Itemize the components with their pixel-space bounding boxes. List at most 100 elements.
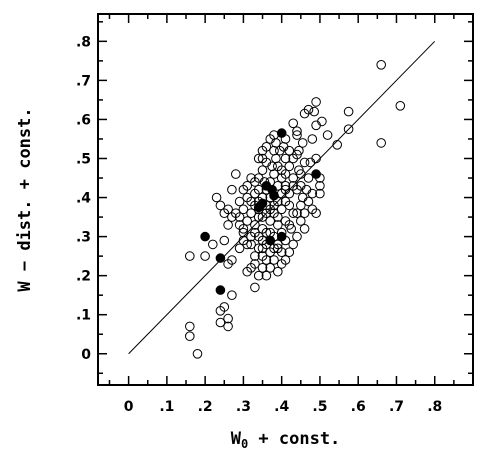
open-point bbox=[185, 251, 195, 261]
open-point bbox=[280, 153, 291, 164]
open-point bbox=[343, 124, 354, 134]
open-point bbox=[292, 149, 302, 160]
y-axis-ticks: 0 .1 .2 .3 .4 .5 .6 .7 .8 bbox=[76, 21, 473, 375]
open-point bbox=[253, 153, 264, 164]
open-point bbox=[250, 251, 260, 261]
open-point bbox=[192, 349, 203, 359]
open-point bbox=[292, 126, 302, 136]
filled-point bbox=[253, 202, 264, 213]
filled-point bbox=[276, 128, 287, 138]
y-tick-label: .7 bbox=[76, 73, 91, 89]
open-point bbox=[307, 204, 318, 215]
open-point bbox=[211, 192, 222, 203]
y-tick-label: .8 bbox=[76, 34, 91, 50]
open-point bbox=[219, 208, 230, 218]
open-point bbox=[208, 239, 218, 250]
open-point bbox=[250, 282, 260, 293]
open-point bbox=[284, 247, 295, 257]
open-point bbox=[299, 108, 310, 119]
open-point bbox=[253, 243, 264, 254]
open-point bbox=[317, 116, 327, 127]
open-point bbox=[296, 181, 306, 191]
y-tick-label: .2 bbox=[76, 269, 91, 285]
open-point bbox=[257, 165, 268, 175]
open-point bbox=[234, 196, 245, 207]
open-point bbox=[284, 220, 295, 230]
open-point bbox=[284, 161, 295, 172]
open-point bbox=[297, 192, 308, 203]
filled-point bbox=[269, 190, 279, 201]
open-point bbox=[280, 181, 291, 191]
x-tick-label: 0 bbox=[124, 399, 134, 415]
open-point bbox=[315, 181, 325, 191]
open-point bbox=[227, 212, 237, 222]
open-point bbox=[265, 216, 276, 226]
open-point bbox=[299, 224, 310, 234]
open-point bbox=[288, 173, 299, 183]
open-point bbox=[238, 184, 249, 195]
open-point bbox=[292, 208, 302, 218]
x-axis-title: W0 + const. bbox=[231, 429, 341, 451]
open-point bbox=[238, 227, 249, 238]
plot-border bbox=[97, 13, 474, 386]
x-tick-label: .2 bbox=[198, 399, 213, 415]
y-tick-label: .5 bbox=[76, 151, 91, 167]
open-point bbox=[311, 153, 321, 164]
x-tick-label: .5 bbox=[312, 399, 327, 415]
y-tick-label: .6 bbox=[76, 112, 91, 128]
open-point bbox=[215, 306, 226, 316]
open-point bbox=[223, 220, 233, 230]
filled-point bbox=[265, 235, 276, 246]
filled-point bbox=[276, 231, 287, 242]
open-point bbox=[231, 169, 241, 179]
open-point bbox=[376, 60, 387, 70]
open-point bbox=[234, 243, 245, 254]
open-point bbox=[307, 188, 318, 199]
open-point bbox=[253, 270, 264, 281]
open-point bbox=[257, 263, 268, 273]
open-point bbox=[257, 224, 268, 234]
x-axis-ticks: 0 .1 .2 .3 .4 .5 .6 .7 .8 bbox=[108, 14, 455, 415]
open-point bbox=[261, 270, 272, 281]
open-point bbox=[242, 216, 252, 226]
open-point bbox=[315, 188, 325, 199]
open-point bbox=[275, 145, 285, 156]
open-point bbox=[296, 216, 306, 226]
x-tick-label: .6 bbox=[351, 399, 366, 415]
open-point bbox=[292, 231, 302, 242]
open-point bbox=[242, 239, 252, 250]
filled-point bbox=[200, 231, 210, 242]
open-point bbox=[185, 321, 195, 332]
open-point bbox=[288, 118, 299, 129]
y-tick-label: 0 bbox=[81, 347, 91, 363]
open-point bbox=[223, 313, 233, 324]
x-tick-label: .8 bbox=[427, 399, 442, 415]
open-point bbox=[311, 97, 321, 107]
filled-point bbox=[311, 169, 321, 179]
open-point bbox=[273, 239, 283, 250]
open-point bbox=[288, 208, 299, 218]
open-point bbox=[309, 106, 320, 117]
open-point bbox=[215, 200, 226, 211]
open-point bbox=[269, 145, 279, 156]
open-point bbox=[242, 266, 252, 277]
open-point bbox=[269, 200, 279, 211]
open-point bbox=[284, 200, 295, 211]
open-point bbox=[276, 204, 287, 215]
open-point bbox=[246, 196, 256, 207]
open-point bbox=[223, 321, 233, 332]
open-point bbox=[269, 169, 279, 179]
open-point bbox=[246, 239, 256, 250]
open-point bbox=[343, 106, 354, 117]
open-point bbox=[296, 200, 306, 211]
open-point bbox=[227, 290, 237, 301]
open-point bbox=[269, 255, 279, 265]
open-point bbox=[257, 145, 268, 156]
filled-point bbox=[215, 285, 226, 295]
x-tick-label: .7 bbox=[389, 399, 404, 415]
open-point bbox=[257, 153, 268, 164]
open-point bbox=[280, 184, 291, 195]
open-point bbox=[261, 208, 272, 218]
x-tick-label: .1 bbox=[159, 399, 174, 415]
